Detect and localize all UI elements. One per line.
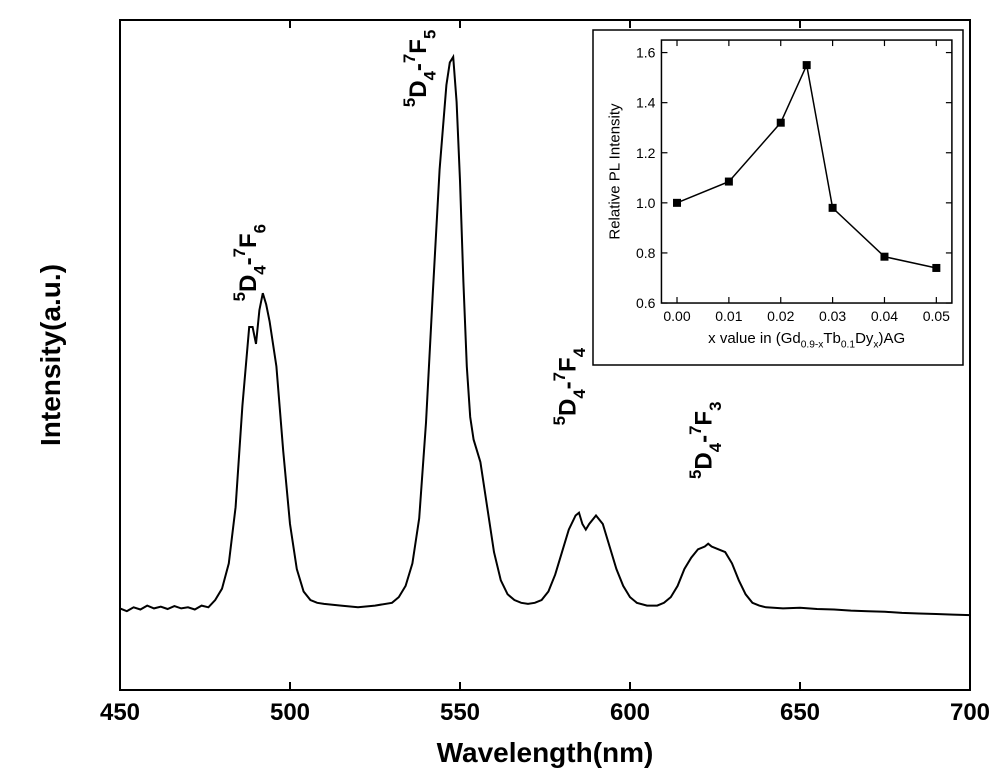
inset-marker <box>932 264 940 272</box>
main-xlabel: Wavelength(nm) <box>437 737 654 768</box>
inset-ytick-label: 1.0 <box>636 195 656 211</box>
main-xtick-label: 600 <box>610 699 650 726</box>
inset-ylabel: Relative PL Intensity <box>606 103 623 240</box>
inset-marker <box>803 61 811 69</box>
main-figure: 450 500 550 600 650 700 Wavelength(nm) Intensit… <box>0 0 1000 779</box>
main-xtick-label: 450 <box>100 699 140 726</box>
inset-xtick-label: 0.03 <box>819 308 846 324</box>
inset-marker <box>725 178 733 186</box>
main-xtick-label: 500 <box>270 699 310 726</box>
inset-xtick-label: 0.01 <box>715 308 742 324</box>
inset-xtick-label: 0.04 <box>871 308 898 324</box>
inset-ytick-label: 0.6 <box>636 295 656 311</box>
main-xtick-label: 650 <box>780 699 820 726</box>
inset-ytick-label: 1.4 <box>636 95 656 111</box>
inset-marker <box>777 119 785 127</box>
inset-marker <box>880 253 888 261</box>
inset-marker <box>673 199 681 207</box>
main-xtick-label: 550 <box>440 699 480 726</box>
inset-xtick-label: 0.05 <box>923 308 950 324</box>
inset-marker <box>829 204 837 212</box>
inset-ytick-label: 0.8 <box>636 245 656 261</box>
inset-xtick-label: 0.00 <box>663 308 690 324</box>
inset-ytick-label: 1.2 <box>636 145 656 161</box>
main-xtick-label: 700 <box>950 699 990 726</box>
main-ylabel: Intensity(a.u.) <box>35 264 66 446</box>
inset-ytick-label: 1.6 <box>636 45 656 61</box>
inset-xtick-label: 0.02 <box>767 308 794 324</box>
